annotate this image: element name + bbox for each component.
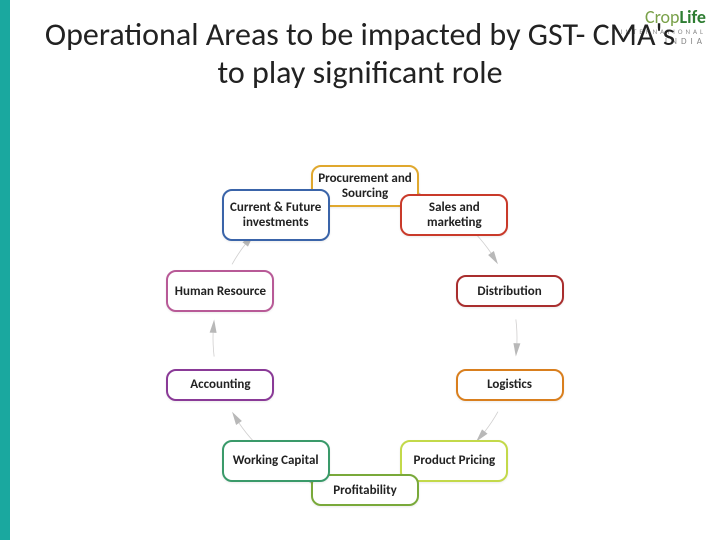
cycle-node-label: Human Resource [175, 284, 266, 299]
cycle-node: Product Pricing [400, 440, 508, 482]
cycle-node-label: Logistics [487, 377, 532, 392]
cycle-arrowhead [513, 343, 520, 356]
cycle-arc [485, 412, 498, 432]
cycle-node: Current & Future investments [222, 189, 330, 241]
cycle-arc [239, 423, 254, 442]
cycle-arrowhead [232, 412, 242, 425]
cycle-node-label: Current & Future investments [228, 200, 324, 230]
cycle-node-label: Procurement and Sourcing [317, 171, 413, 201]
cycle-arrowhead [488, 251, 498, 264]
cycle-arc [476, 234, 491, 253]
cycle-arcs [0, 0, 720, 540]
cycle-node: Working Capital [222, 440, 330, 482]
cycle-node-label: Distribution [477, 284, 541, 299]
cycle-arc [213, 333, 214, 357]
cycle-node: Human Resource [166, 270, 274, 312]
cycle-node-label: Product Pricing [413, 453, 495, 468]
cycle-arrowhead [210, 319, 217, 332]
cycle-arc [516, 319, 517, 343]
cycle-node-label: Working Capital [233, 453, 319, 468]
cycle-node: Accounting [166, 369, 274, 401]
cycle-arc [232, 244, 245, 264]
cycle-node: Distribution [456, 275, 564, 307]
cycle-node-label: Sales and marketing [406, 200, 502, 230]
cycle-node-label: Profitability [333, 483, 397, 498]
cycle-node: Logistics [456, 369, 564, 401]
cycle-node: Sales and marketing [400, 194, 508, 236]
cycle-node-label: Accounting [190, 377, 250, 392]
cycle-node: Profitability [311, 474, 419, 506]
